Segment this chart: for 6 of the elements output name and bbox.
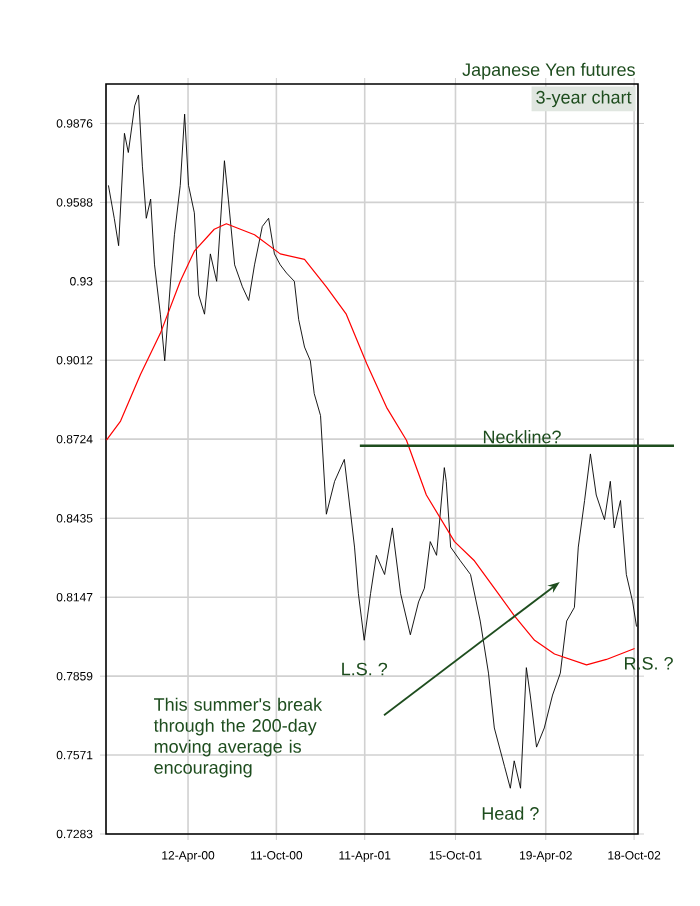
annotation: Head ? (482, 806, 539, 820)
ref-line-label: Neckline? (483, 430, 561, 444)
annotation: L.S. ? (342, 662, 388, 676)
annotation: This summer's break through the 200-day moving average is encouraging (153, 697, 323, 778)
chart-title: Japanese Yen futures (462, 62, 635, 80)
chart-subtitle: 3-year chart (536, 90, 632, 108)
